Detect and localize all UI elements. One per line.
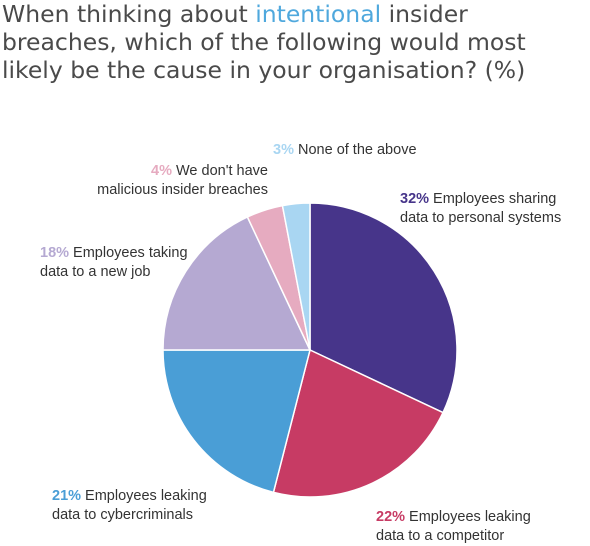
slice-percent: 21% [52, 488, 82, 504]
slice-label-line2: data to a new job [40, 264, 151, 280]
slice-label-employees-leaking-competitor: 22% Employees leaking data to a competito… [376, 508, 531, 546]
slice-percent: 22% [376, 509, 406, 525]
slice-label-line2: malicious insider breaches [97, 182, 268, 198]
title-highlight: intentional [255, 0, 382, 28]
chart-title: When thinking about intentional insider … [2, 0, 588, 84]
pie-slice-employees-sharing [309, 202, 458, 414]
pie-slice-employees-leaking-competitor [272, 348, 445, 498]
slice-label-line1: 21% Employees leaking [52, 487, 207, 506]
slice-label-employees-sharing: 32% Employees sharing data to personal sy… [400, 190, 561, 228]
slice-text: None of the above [293, 142, 417, 158]
slice-percent: 32% [400, 191, 430, 207]
slice-label-line2: data to personal systems [400, 210, 562, 226]
slice-label-none-of-the-above: 3% None of the above [273, 141, 417, 160]
slice-percent: 4% [151, 163, 172, 179]
title-before: When thinking about [2, 0, 256, 28]
slice-label-line1: 3% None of the above [273, 141, 417, 160]
slice-label-line1: 18% Employees taking [40, 244, 188, 263]
slice-label-line2: data to cybercriminals [52, 507, 194, 523]
slice-label-employees-new-job: 18% Employees taking data to a new job [40, 244, 188, 282]
slice-text: Employees sharing [429, 191, 557, 207]
slice-label-line1: 22% Employees leaking [376, 508, 531, 527]
pie-slice-none-of-the-above [281, 202, 311, 351]
slice-text: We don't have [171, 163, 268, 179]
slice-percent: 18% [40, 245, 70, 261]
slice-text: Employees leaking [405, 509, 531, 525]
slice-label-line1: 4% We don't have [58, 162, 268, 181]
pie-slice-employees-new-job [162, 215, 312, 351]
slice-label-no-malicious-breaches: 4% We don't have malicious insider breach… [58, 162, 268, 200]
pie-slice-employees-leaking-cybercriminals [162, 349, 311, 494]
title-after: insider breaches, which of the following… [2, 0, 526, 84]
slice-label-line1: 32% Employees sharing [400, 190, 561, 209]
slice-label-line2: data to a competitor [376, 528, 505, 544]
slice-percent: 3% [273, 142, 294, 158]
slice-text: Employees taking [69, 245, 188, 261]
slice-text: Employees leaking [81, 488, 207, 504]
slice-label-employees-leaking-cybercriminals: 21% Employees leaking data to cybercrimin… [52, 487, 207, 525]
